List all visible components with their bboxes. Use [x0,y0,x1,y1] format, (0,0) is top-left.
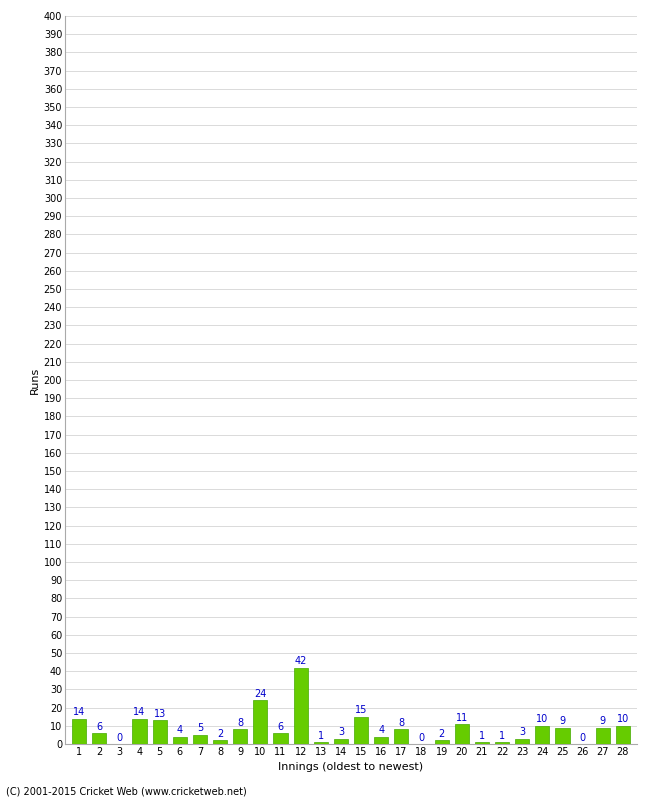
Text: 4: 4 [378,726,384,735]
Bar [193,735,207,744]
Text: 8: 8 [237,718,243,728]
Text: 0: 0 [116,733,122,742]
Text: 8: 8 [398,718,404,728]
Bar [233,730,247,744]
Bar [153,720,166,744]
Bar [354,717,368,744]
Text: 6: 6 [278,722,283,732]
Bar [556,728,569,744]
Bar [92,733,107,744]
Text: 42: 42 [294,656,307,666]
Text: 3: 3 [519,727,525,737]
Text: 5: 5 [197,723,203,734]
Bar [374,737,388,744]
Text: 3: 3 [338,727,344,737]
Bar [72,718,86,744]
Text: 13: 13 [153,709,166,719]
Bar [455,724,469,744]
Bar [294,667,307,744]
Text: 10: 10 [617,714,629,724]
Bar [334,738,348,744]
Text: 2: 2 [217,729,223,739]
Text: 2: 2 [439,729,445,739]
Bar [595,728,610,744]
Text: 6: 6 [96,722,102,732]
Text: 14: 14 [133,707,146,717]
Bar [314,742,328,744]
Text: 10: 10 [536,714,549,724]
Text: 14: 14 [73,707,85,717]
Text: 1: 1 [479,730,485,741]
Text: 9: 9 [600,716,606,726]
Bar [395,730,408,744]
Text: 1: 1 [318,730,324,741]
Text: (C) 2001-2015 Cricket Web (www.cricketweb.net): (C) 2001-2015 Cricket Web (www.cricketwe… [6,786,247,796]
Text: 0: 0 [419,733,424,742]
Text: 9: 9 [560,716,566,726]
Y-axis label: Runs: Runs [29,366,40,394]
Bar [274,733,287,744]
Text: 11: 11 [456,713,468,722]
Text: 15: 15 [355,706,367,715]
Text: 24: 24 [254,689,266,699]
Text: 1: 1 [499,730,505,741]
Bar [173,737,187,744]
Bar [515,738,529,744]
Bar [435,740,448,744]
Text: 4: 4 [177,726,183,735]
Text: 0: 0 [580,733,586,742]
Bar [475,742,489,744]
Bar [616,726,630,744]
Bar [495,742,509,744]
Bar [254,700,267,744]
Bar [133,718,146,744]
X-axis label: Innings (oldest to newest): Innings (oldest to newest) [278,762,424,772]
Bar [213,740,227,744]
Bar [536,726,549,744]
